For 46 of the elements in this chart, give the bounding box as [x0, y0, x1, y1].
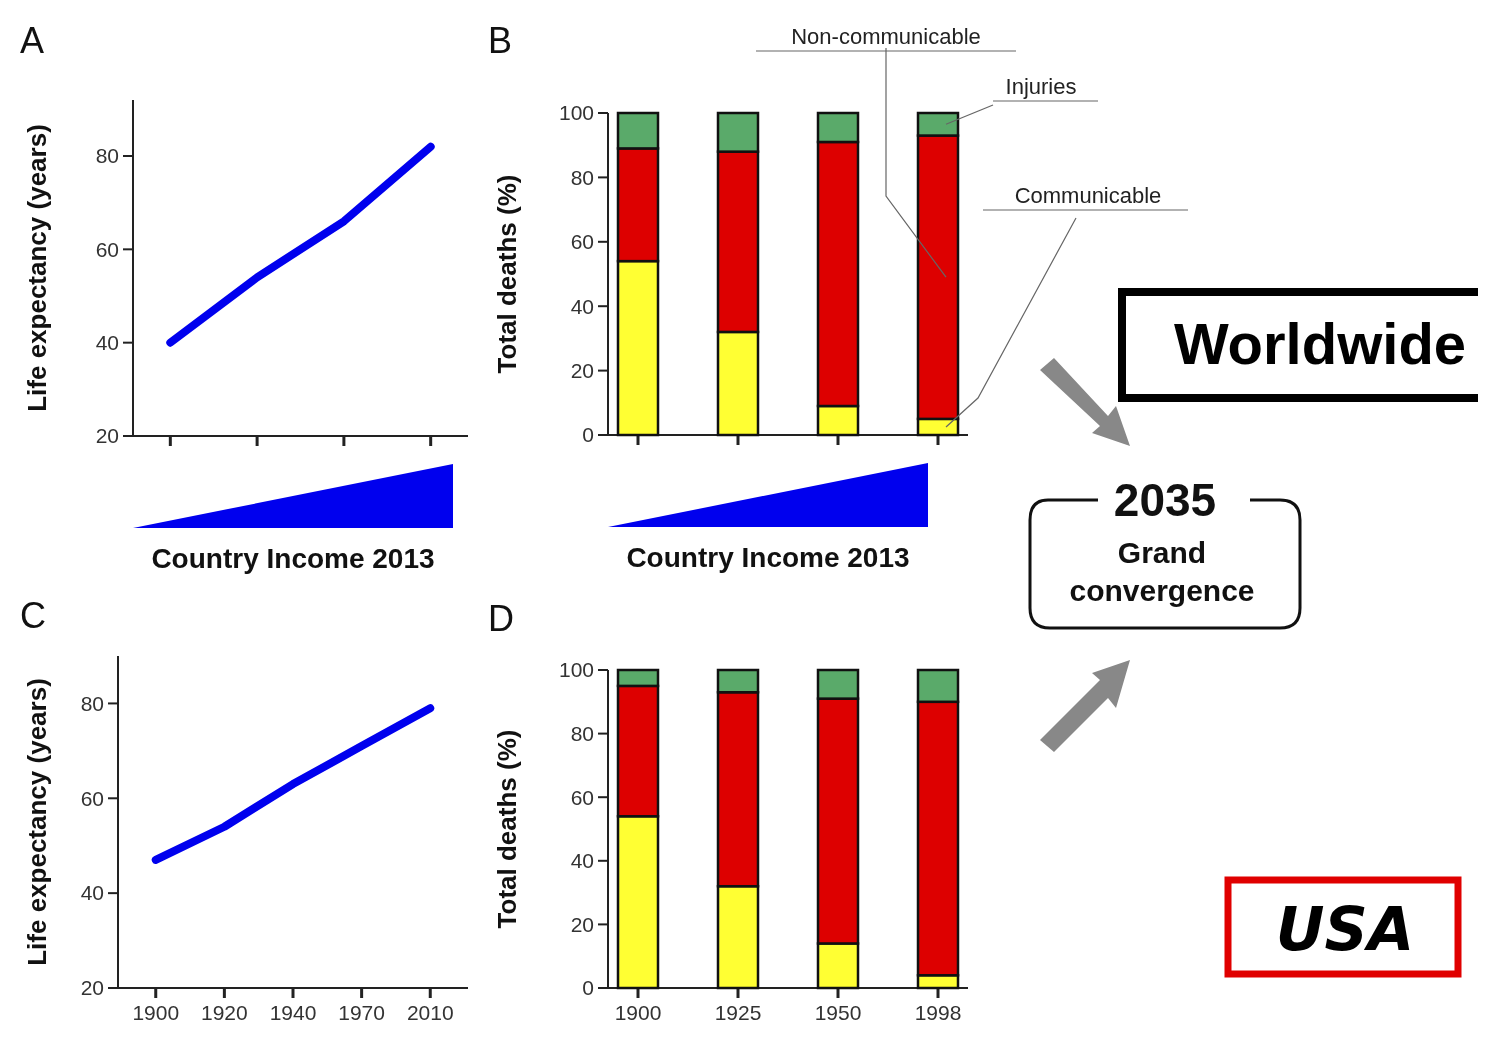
chart-title: C: [20, 595, 46, 636]
y-tick-label: 20: [80, 976, 104, 1000]
x-tick-label: 1900: [132, 1001, 180, 1024]
y-axis-title: Total deaths (%): [492, 174, 522, 374]
x-tick-label: 2010: [406, 1001, 454, 1024]
x-tick-label: 1900: [614, 1001, 662, 1024]
y-tick-label: 80: [570, 721, 594, 745]
y-tick-label: 40: [570, 849, 594, 873]
text: Communicable: [1014, 183, 1162, 208]
x-axis-title: Country Income 2013: [151, 543, 435, 574]
chart-title: A: [20, 20, 45, 61]
x-tick-label: 1950: [814, 1001, 862, 1024]
text: Injuries: [1005, 74, 1077, 99]
y-tick-label: 80: [95, 144, 119, 168]
y-tick-label: 40: [80, 881, 104, 905]
y-tick-label: 0: [582, 423, 594, 447]
x-tick-label: 1920: [201, 1001, 248, 1024]
y-tick-label: 20: [570, 358, 594, 382]
x-tick-label: 1998: [914, 1001, 962, 1024]
y-axis-title: Life expectancy (years): [22, 678, 52, 966]
y-tick-label: 40: [570, 294, 594, 318]
y-tick-label: 80: [80, 691, 104, 715]
y-tick-label: 20: [95, 424, 119, 448]
x-axis-title: Country Income 2013: [626, 542, 910, 573]
y-tick-label: 100: [558, 101, 594, 125]
y-tick-label: 0: [582, 976, 594, 1000]
y-tick-label: 60: [570, 785, 594, 809]
chart-title: B: [488, 20, 513, 61]
y-tick-label: 20: [570, 912, 594, 936]
text: USA: [1275, 894, 1415, 964]
y-tick-label: 60: [95, 237, 119, 261]
y-tick-label: 100: [558, 658, 594, 682]
y-tick-label: 60: [80, 786, 104, 810]
y-tick-label: 80: [570, 165, 594, 189]
x-tick-label: 1970: [338, 1001, 385, 1024]
text: Worldwide: [1173, 311, 1467, 376]
x-tick-label: 1925: [714, 1001, 762, 1024]
text: Grand convergence: [1069, 536, 1255, 607]
y-tick-label: 60: [570, 230, 594, 254]
chart-title: D: [488, 598, 514, 639]
y-axis-title: Total deaths (%): [492, 729, 522, 929]
text: Non-communicable: [791, 24, 981, 49]
x-tick-label: 1940: [269, 1001, 317, 1024]
y-axis-title: Life expectancy (years): [22, 124, 52, 412]
text: 2035: [1113, 474, 1217, 526]
y-tick-label: 40: [95, 331, 119, 355]
